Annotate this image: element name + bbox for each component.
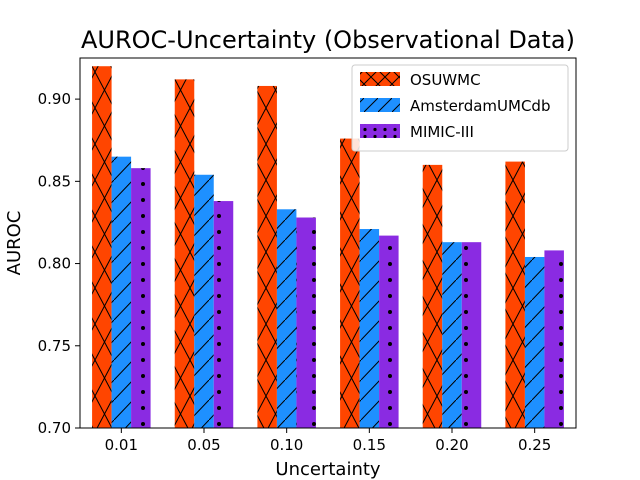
x-tick-label: 0.10 — [270, 436, 303, 454]
bar-hatch-mimic-iii-0.25 — [544, 250, 564, 428]
bar-hatch-osuwmc-0.10 — [257, 85, 277, 428]
bar-hatch-osuwmc-0.15 — [340, 138, 360, 429]
bar-hatch-mimic-iii-0.10 — [296, 217, 316, 428]
bars-group — [92, 66, 564, 429]
y-tick-label: 0.90 — [38, 90, 71, 108]
x-axis-label: Uncertainty — [275, 459, 381, 480]
bar-hatch-mimic-iii-0.15 — [379, 235, 399, 428]
legend-label-osuwmc: OSUWMC — [410, 71, 481, 89]
bar-hatch-osuwmc-0.01 — [92, 66, 112, 428]
bar-hatch-osuwmc-0.05 — [174, 79, 195, 428]
bar-hatch-amsterdamumcdb-0.20 — [442, 242, 462, 428]
bar-hatch-amsterdamumcdb-0.25 — [524, 256, 545, 428]
legend: OSUWMC AmsterdamUMCdb MIMIC-III — [351, 64, 569, 152]
x-tick-label: 0.15 — [353, 436, 386, 454]
y-axis-label: AUROC — [4, 211, 25, 276]
x-tick-label: 0.01 — [105, 436, 138, 454]
chart-title: AUROC-Uncertainty (Observational Data) — [81, 26, 575, 54]
bar-hatch-osuwmc-0.20 — [422, 164, 443, 428]
y-tick-label: 0.80 — [38, 255, 71, 273]
legend-swatch-hatch — [360, 124, 400, 138]
legend-swatch-hatch — [360, 98, 400, 112]
x-tick-label: 0.20 — [435, 436, 468, 454]
plot-frame — [79, 57, 577, 429]
y-tick-label: 0.70 — [38, 419, 71, 437]
bar-hatch-mimic-iii-0.01 — [131, 168, 151, 428]
legend-label-mimic-iii: MIMIC-III — [410, 123, 474, 141]
x-tick-label: 0.25 — [518, 436, 551, 454]
legend-swatch-hatch — [360, 72, 400, 86]
bar-hatch-amsterdamumcdb-0.15 — [359, 229, 380, 428]
x-axis-ticks: 0.01 0.05 0.10 0.15 0.20 0.25 — [105, 428, 551, 454]
y-tick-label: 0.85 — [38, 172, 71, 190]
legend-items: OSUWMC AmsterdamUMCdb MIMIC-III — [360, 71, 550, 141]
bar-hatch-amsterdamumcdb-0.10 — [276, 209, 297, 428]
bar-hatch-mimic-iii-0.20 — [461, 242, 482, 428]
bar-hatch-amsterdamumcdb-0.05 — [194, 174, 214, 428]
bar-hatch-osuwmc-0.25 — [505, 161, 525, 428]
legend-label-amsterdamumcdb: AmsterdamUMCdb — [410, 97, 550, 115]
x-tick-label: 0.05 — [187, 436, 220, 454]
y-tick-label: 0.75 — [38, 337, 71, 355]
bar-hatch-amsterdamumcdb-0.01 — [111, 156, 132, 428]
bar-hatch-mimic-iii-0.05 — [213, 201, 234, 428]
y-axis-ticks: 0.70 0.75 0.80 0.85 0.90 — [38, 90, 80, 437]
legend-box — [351, 64, 569, 152]
